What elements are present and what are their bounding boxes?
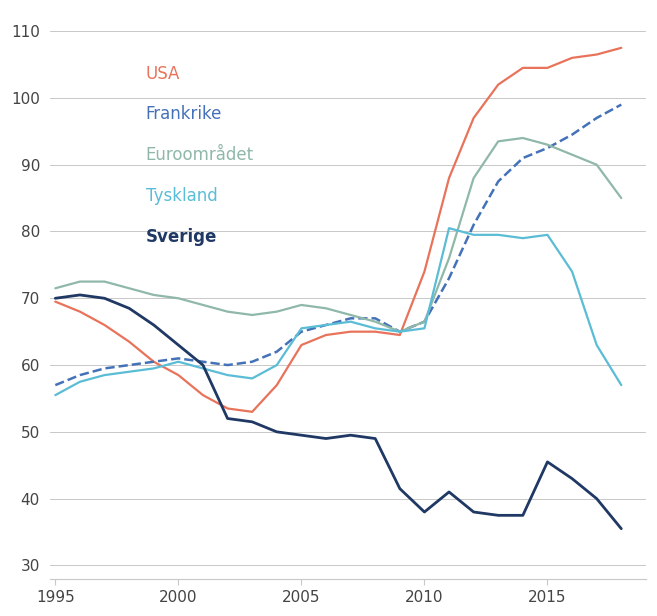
Text: Euroområdet: Euroområdet (146, 146, 254, 164)
Text: Frankrike: Frankrike (146, 105, 222, 123)
Text: Tyskland: Tyskland (146, 187, 217, 205)
Text: USA: USA (146, 65, 180, 83)
Text: Sverige: Sverige (146, 228, 217, 246)
